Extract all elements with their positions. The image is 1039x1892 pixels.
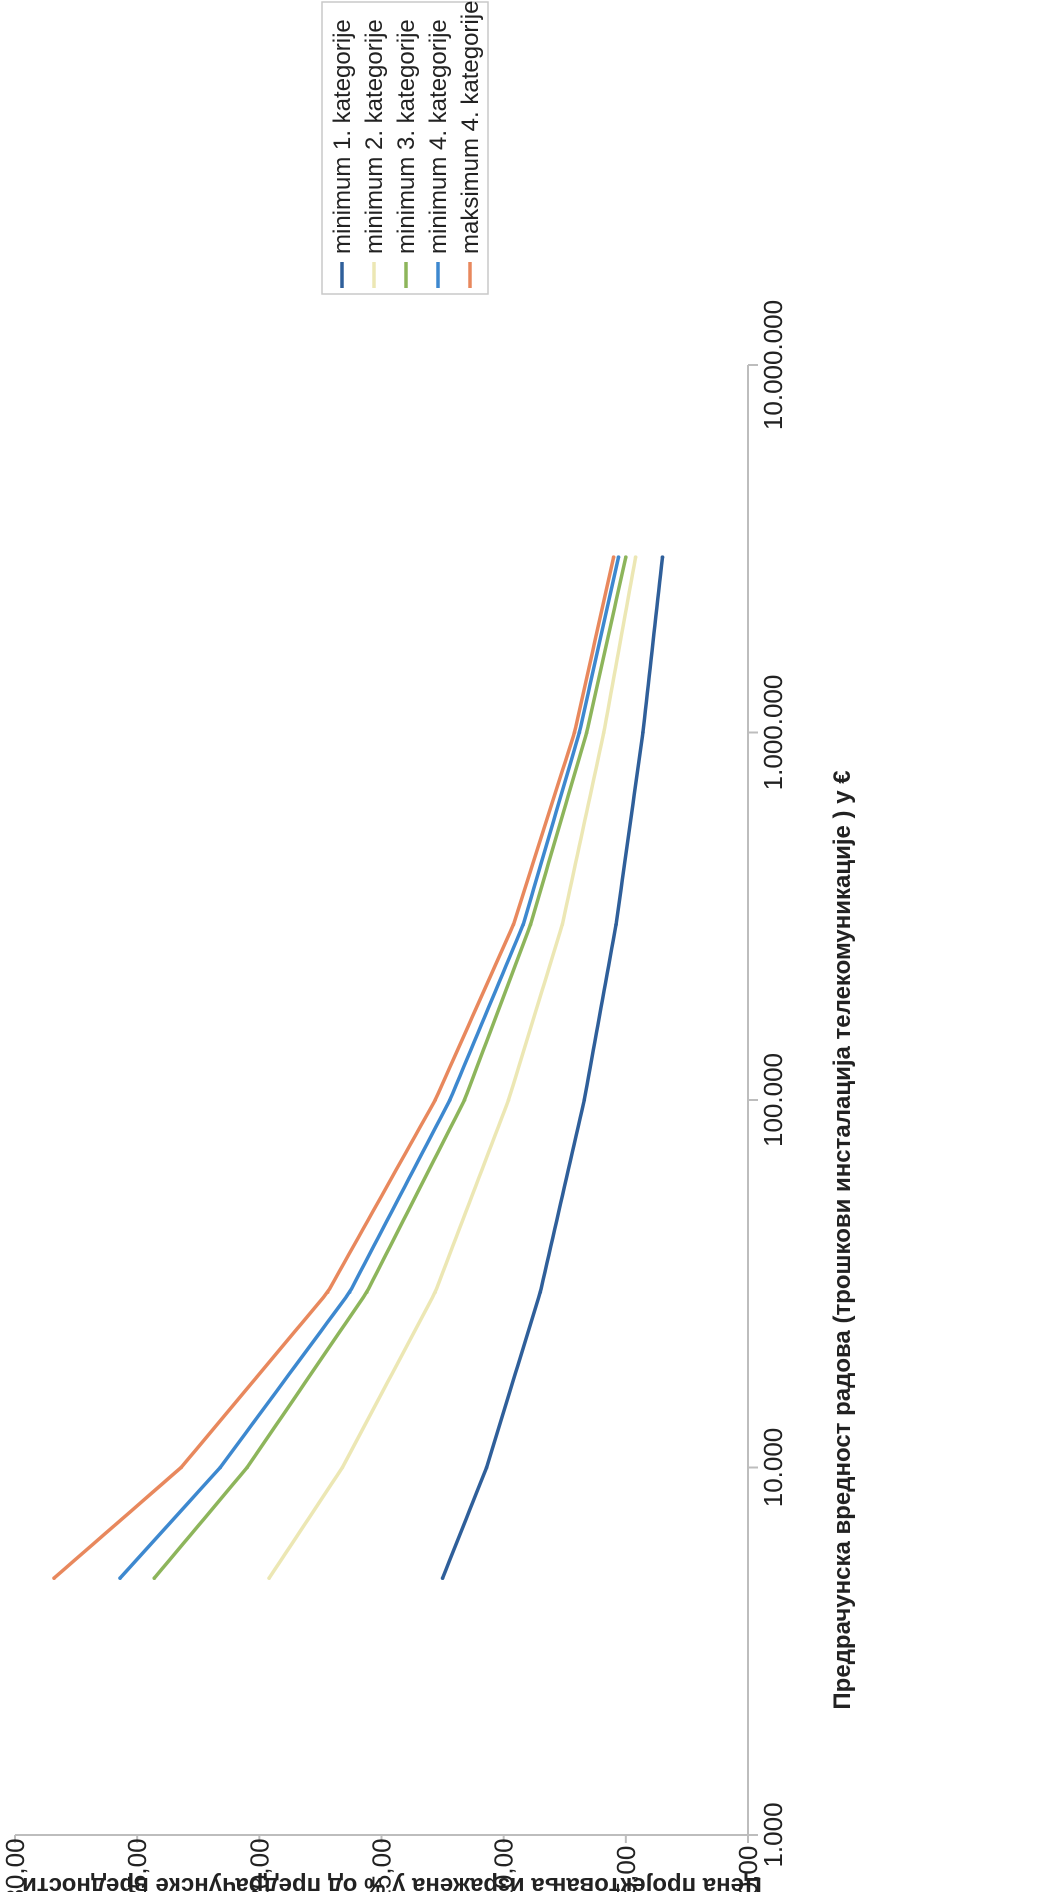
series-1-point [440,1576,445,1580]
series-4-point [448,1098,452,1102]
legend-label-5: maksimum 4. kategorije [457,1,484,254]
series-5-point [572,730,577,735]
series-2-point [506,1098,511,1102]
x-tick-label: 10.000.000 [758,300,788,430]
series-2-point [560,922,565,927]
series-5-point [611,555,616,559]
x-tick-label: 100.000 [758,1053,788,1147]
y-tick-label: 25,00 [122,1838,152,1892]
plot-titles: Предрачунска вредност радова (трошкови и… [22,770,856,1892]
series-5-point [52,1576,56,1580]
series-3-point [528,922,533,927]
y-tick-label: 0,00 [733,1846,763,1892]
y-tick-label: 10,00 [489,1838,519,1892]
x-tick-label: 1.000.000 [758,675,788,791]
series-2-point [633,555,638,559]
legend-box [321,1,489,295]
series-4-point [616,555,621,559]
series-4-point [218,1465,223,1470]
series-3-point [624,555,628,559]
series-3-point [462,1098,467,1102]
series-line-4 [118,555,621,1580]
series-1-point [538,1290,543,1294]
x-axis-title: Предрачунска вредност радова (трошкови и… [829,770,856,1709]
x-tick-label: 1.000 [758,1802,788,1867]
series-1-point [582,1098,587,1102]
y-tick-label: 20,00 [244,1838,274,1892]
series-5-point [511,922,516,927]
plot-ticks: 1.000 10.000 100.000 1.000.000 10.000.000 0,0… [0,300,788,1892]
series-5-point [433,1098,438,1102]
series-3-point [245,1465,249,1470]
series-2-point [267,1576,271,1580]
legend-label-3: minimum 3. kategorije [393,19,420,254]
series-line-5 [52,555,616,1580]
series-5-point [179,1465,183,1470]
series-3-point [365,1290,369,1294]
series-1-point [614,922,618,927]
y-tick-label: 15,00 [367,1838,397,1892]
series-4-point [118,1576,122,1580]
series-5-point [325,1290,330,1294]
series-2-point [602,730,606,735]
series-3-point [584,730,589,735]
x-tick-label: 10.000 [758,1428,788,1508]
y-tick-label: 5,00 [611,1846,641,1892]
series-1-point [484,1465,489,1470]
legend-label-2: minimum 2. kategorije [361,19,388,254]
series-2-point [340,1465,345,1470]
series-4-point [577,730,582,735]
y-tick-label: 30,00 [0,1838,30,1892]
series-line-1 [440,555,665,1580]
plot-axes [15,365,749,1836]
legend-label-4: minimum 4. kategorije [425,19,452,254]
series-3-point [152,1576,157,1580]
series-line-3 [152,555,628,1580]
y-axis-title: Цена пројектовања изражена у % од предра… [22,1872,762,1892]
legend-label-1: minimum 1. kategorije [329,19,356,254]
series-line-2 [267,555,638,1580]
plot-series [52,555,665,1580]
legend: minimum 1. kategorije minimum 2. kategori… [321,1,489,295]
series-4-point [347,1290,352,1294]
series-4-point [521,922,526,927]
series-1-point [660,555,665,559]
series-2-point [433,1290,438,1294]
series-1-point [641,730,645,735]
